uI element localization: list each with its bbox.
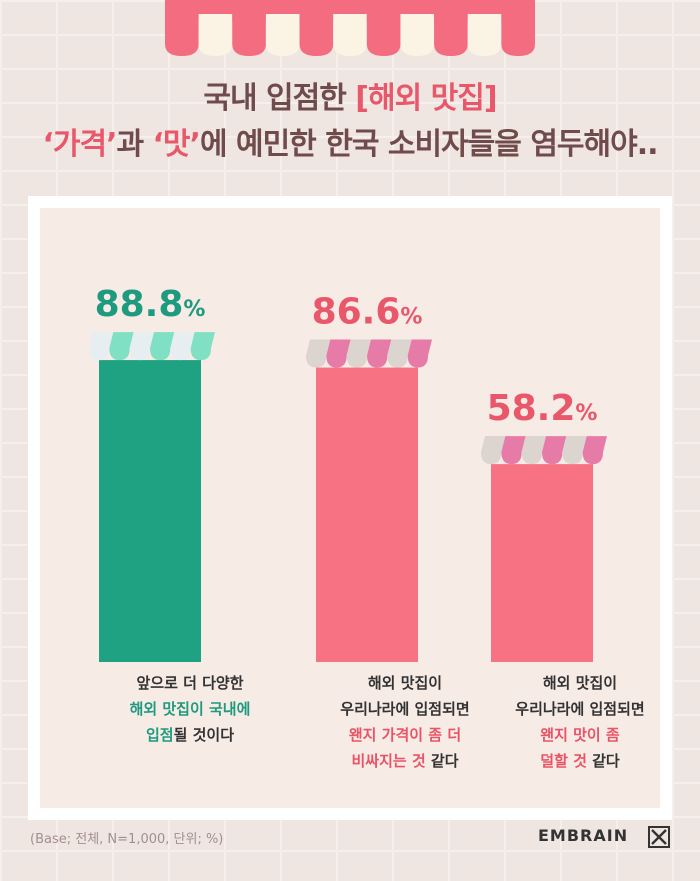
bar-3-awning [481,436,607,465]
title-line1-pre: 국내 입점한 [203,81,356,116]
awning-stripe [434,14,468,56]
caption-2-line-3: 왠지 가격이 좀 더 [348,726,462,744]
value-label-unit: % [183,297,205,322]
value-label-1: 88.8% [95,284,206,325]
awning-stripe [407,339,432,368]
awning-stripe [582,436,607,465]
awning-stripe [129,332,154,361]
caption-3: 해외 맛집이 우리나라에 입점되면 왠지 맛이 좀 덜할 것 같다 [485,670,675,774]
bar-1-awning [89,332,215,361]
awning-stripe [346,339,371,368]
value-label-2: 86.6% [312,292,423,333]
value-label-number: 58.2 [487,388,576,429]
title-line-1: 국내 입점한 [해외 맛집] [0,76,700,122]
awning-stripe [387,339,412,368]
page-title: 국내 입점한 [해외 맛집] ‘가격’과 ‘맛’에 예민한 한국 소비자들을 염… [0,76,700,168]
caption-3-line-4-rest: 같다 [586,752,620,770]
value-label-unit: % [400,305,422,330]
awning-stripe [299,14,334,56]
caption-2-line-4-highlight: 비싸지는 것 [351,752,426,770]
caption-1-line-3-highlight: 입점 [145,726,174,744]
value-label-unit: % [575,401,597,426]
caption-1-line-2: 해외 맛집이 국내에 [129,700,251,718]
value-label-3: 58.2% [487,388,598,429]
awning-stripe [501,14,535,56]
caption-1-line-3-rest: 될 것이다 [173,726,235,744]
caption-2-line-4-rest: 같다 [425,752,459,770]
awning-stripe [198,14,233,56]
caption-2-line-2: 우리나라에 입점되면 [340,700,470,718]
chart-panel-inner: 88.8% 86.6% 58.2% 앞으로 더 다양한 해외 맛집이 국내에 입점될… [40,208,660,808]
title-line2-highlight-price: ‘가격’ [42,127,117,162]
caption-3-line-3: 왠지 맛이 좀 [540,726,620,744]
title-line1-highlight: [해외 맛집] [355,81,497,116]
awning-stripe [170,332,195,361]
awning-stripe [89,332,114,361]
awning-stripe [542,436,567,465]
caption-3-line-1: 해외 맛집이 [542,674,618,692]
awning-stripe [190,332,215,361]
awning-stripe [400,14,435,56]
awning-stripe [467,14,502,56]
value-label-number: 88.8 [95,284,184,325]
caption-2-line-1: 해외 맛집이 [367,674,443,692]
awning-stripe [265,14,300,56]
awning-stripe [150,332,175,361]
bar-2 [316,367,418,662]
caption-3-line-4-highlight: 덜할 것 [540,752,587,770]
brand-logo-text: EMBRAIN [538,826,629,845]
awning-stripe [562,436,587,465]
awning-stripe [367,339,392,368]
title-line2-post: 에 예민한 한국 소비자들을 염두해야.. [199,127,659,162]
awning-stripe [306,339,331,368]
title-line-2: ‘가격’과 ‘맛’에 예민한 한국 소비자들을 염두해야.. [0,122,700,168]
awning-stripe [326,339,351,368]
awning-stripe [521,436,546,465]
awning-stripe [165,14,199,56]
caption-1-line-3: 입점될 것이다 [95,722,285,748]
awning-stripe [501,436,526,465]
caption-2-line-4: 비싸지는 것 같다 [310,748,500,774]
base-note: (Base; 전체, N=1,000, 단위; %) [30,832,224,847]
caption-2: 해외 맛집이 우리나라에 입점되면 왠지 가격이 좀 더 비싸지는 것 같다 [310,670,500,774]
bar-2-awning [306,339,432,368]
bar-chart: 88.8% 86.6%58.2% [89,284,607,662]
awning-stripe [109,332,134,361]
top-awning-decoration [165,0,535,56]
awning-stripe [333,14,367,56]
embrain-mark-icon [648,826,670,848]
awning-stripe [481,436,506,465]
title-line2-mid: 과 [116,127,153,162]
caption-1-line-1: 앞으로 더 다양한 [136,674,244,692]
awning-stripe [232,14,266,56]
bar-1 [99,360,201,662]
title-line2-highlight-taste: ‘맛’ [152,127,201,162]
caption-3-line-4: 덜할 것 같다 [485,748,675,774]
value-label-number: 86.6 [312,292,401,333]
caption-3-line-2: 우리나라에 입점되면 [515,700,645,718]
bar-3 [491,464,593,662]
awning-stripe [366,14,401,56]
caption-1: 앞으로 더 다양한 해외 맛집이 국내에 입점될 것이다 [95,670,285,748]
chart-panel: 88.8% 86.6% 58.2% 앞으로 더 다양한 해외 맛집이 국내에 입점될… [28,196,672,820]
